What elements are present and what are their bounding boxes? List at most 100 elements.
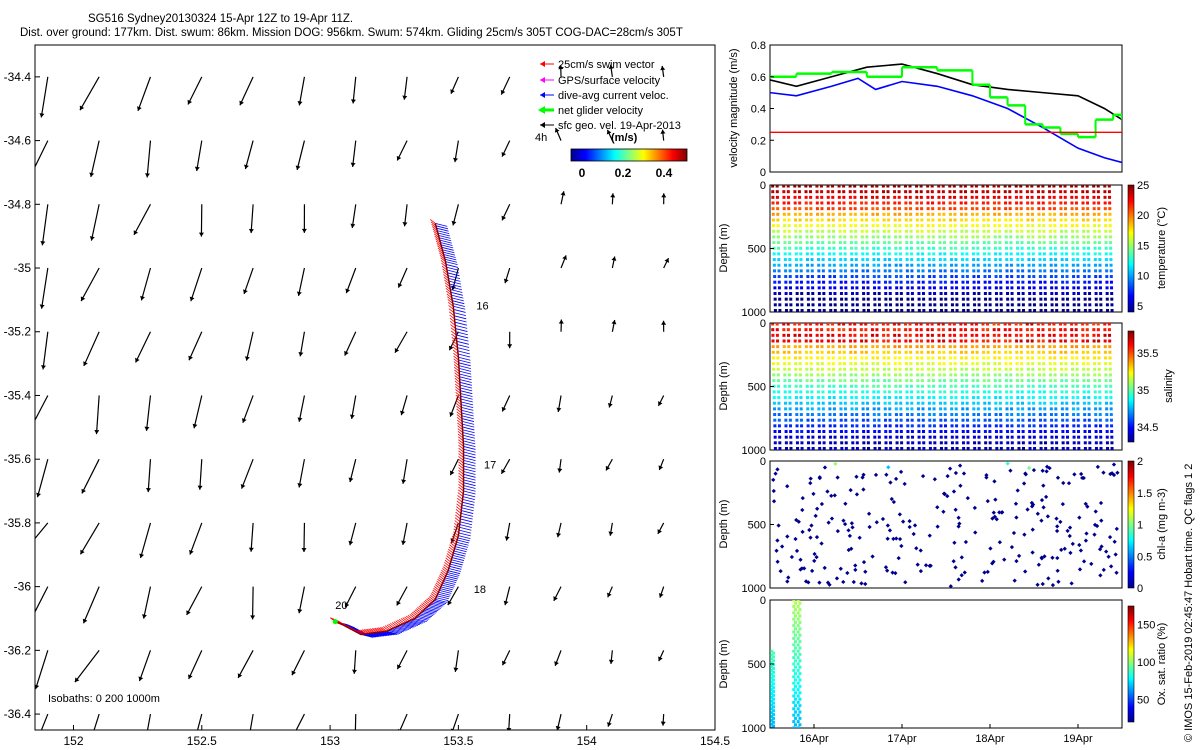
- profile-point: [832, 373, 836, 377]
- profile-point: [832, 384, 836, 388]
- profile-point: [1082, 252, 1086, 256]
- profile-point: [931, 235, 935, 239]
- profile-point: [798, 367, 802, 371]
- ox-point: [796, 617, 800, 621]
- profile-point: [772, 373, 776, 377]
- profile-point: [1020, 379, 1024, 383]
- profile-point: [1005, 246, 1009, 250]
- profile-point: [920, 384, 924, 388]
- profile-point: [975, 367, 979, 371]
- profile-point: [851, 308, 855, 312]
- profile-point: [1109, 407, 1113, 411]
- profile-point: [905, 269, 909, 273]
- profile-point: [898, 350, 902, 354]
- profile-point: [842, 207, 846, 211]
- profile-point: [822, 424, 826, 428]
- profile-point: [838, 212, 842, 216]
- chl-point: [1111, 462, 1117, 467]
- profile-point: [876, 379, 880, 383]
- geo-vector: [41, 204, 49, 246]
- profile-point: [987, 396, 991, 400]
- profile-point: [788, 258, 792, 262]
- profile-point: [943, 280, 947, 284]
- profile-point: [1092, 207, 1096, 211]
- profile-point: [952, 185, 956, 188]
- profile-point: [831, 333, 835, 337]
- profile-point: [1004, 367, 1008, 371]
- dac-vector: [415, 616, 429, 621]
- geo-vector-head: [556, 532, 562, 538]
- profile-point: [1106, 446, 1110, 450]
- profile-point: [905, 407, 909, 411]
- profile-point: [970, 207, 974, 211]
- profile-point: [1042, 229, 1046, 233]
- profile-point: [776, 362, 780, 366]
- profile-point: [928, 418, 932, 422]
- profile-point: [810, 275, 814, 279]
- geo-vector-head: [664, 258, 669, 263]
- geo-vector-head: [144, 426, 150, 431]
- chl-point: [863, 569, 868, 574]
- profile-point: [1054, 286, 1058, 290]
- dac-vector: [386, 630, 399, 635]
- profile-point: [799, 263, 803, 267]
- profile-point: [771, 323, 775, 326]
- chlorophyll-axes-box: [769, 460, 1123, 589]
- profile-point: [839, 292, 843, 296]
- profile-point: [829, 441, 833, 445]
- profile-point: [909, 356, 913, 360]
- geo-vector-head: [192, 423, 198, 429]
- profile-point: [916, 401, 920, 405]
- profile-point: [895, 441, 899, 445]
- chl-point: [1047, 466, 1052, 471]
- profile-point: [831, 362, 835, 366]
- profile-point: [778, 435, 782, 439]
- swim-vector: [454, 522, 460, 528]
- chl-point: [780, 544, 785, 549]
- profile-point: [840, 297, 844, 301]
- profile-point: [993, 218, 997, 222]
- profile-point: [776, 367, 780, 371]
- profile-point: [1066, 303, 1070, 307]
- profile-point: [954, 241, 958, 245]
- profile-point: [810, 401, 814, 405]
- profile-point: [954, 418, 958, 422]
- profile-point: [866, 424, 870, 428]
- profile-point: [804, 350, 808, 354]
- geo-vector-head: [450, 728, 456, 730]
- profile-point: [838, 373, 842, 377]
- profile-point: [1103, 323, 1107, 326]
- profile-point: [1043, 435, 1047, 439]
- profile-point: [983, 396, 987, 400]
- geo-vector: [138, 650, 152, 682]
- ox-point: [770, 653, 774, 657]
- profile-point: [800, 435, 804, 439]
- profile-point: [849, 362, 853, 366]
- profile-point: [1005, 413, 1009, 417]
- profile-point: [938, 235, 942, 239]
- swim-vector: [376, 627, 382, 633]
- profile-point: [933, 308, 937, 312]
- profile-point: [787, 367, 791, 371]
- profile-point: [1041, 333, 1045, 337]
- profile-point: [887, 241, 891, 245]
- profile-point: [1043, 401, 1047, 405]
- geo-vector-head: [133, 230, 139, 235]
- profile-point: [1019, 218, 1023, 222]
- dac-vector: [427, 606, 440, 610]
- profile-point: [853, 323, 857, 326]
- profile-point: [895, 308, 899, 312]
- profile-point: [805, 356, 809, 360]
- colorbar-tick-label: 150: [1137, 620, 1155, 632]
- profile-point: [986, 328, 990, 332]
- dac-vector: [446, 266, 459, 271]
- swim-vector: [457, 428, 463, 433]
- colorbar-tick-label: 10: [1137, 271, 1149, 283]
- ox-point: [798, 614, 802, 618]
- profile-point: [1053, 356, 1057, 360]
- chl-point: [854, 492, 860, 497]
- profile-point: [789, 446, 793, 450]
- profile-point: [905, 396, 909, 400]
- profile-point: [1105, 292, 1109, 296]
- chl-point: [927, 533, 932, 538]
